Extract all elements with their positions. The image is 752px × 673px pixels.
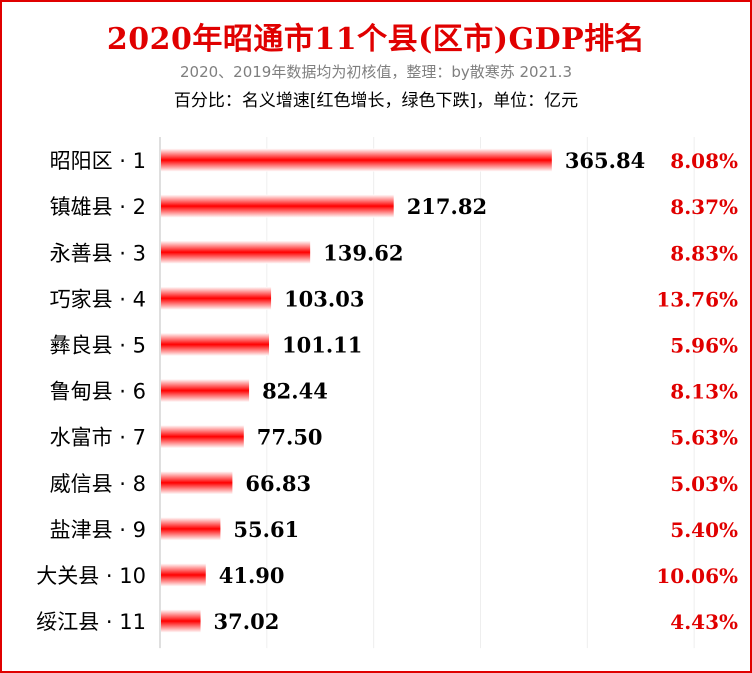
category-label: 鲁甸县 · 6: [50, 380, 146, 404]
category-label: 镇雄县 · 2: [50, 195, 146, 219]
value-label: 217.82: [407, 194, 487, 219]
bars: 昭阳区 · 1 365.84 8.08% 镇雄县 · 2 217.82 8.37% 永善县 …: [36, 148, 738, 634]
chart-subtitle: 2020、2019年数据均为初核值，整理：by散寒苏 2021.3: [179, 63, 572, 81]
category-label: 水富市 · 7: [50, 426, 146, 450]
category-label: 永善县 · 3: [50, 241, 146, 265]
bar: [161, 240, 311, 264]
category-label: 绥江县 · 11: [36, 610, 146, 634]
growth-label: 13.76%: [656, 287, 738, 311]
growth-label: 8.37%: [670, 195, 738, 219]
value-label: 66.83: [245, 471, 311, 496]
bar: [161, 148, 552, 172]
category-label: 彝良县 · 5: [50, 333, 146, 357]
growth-label: 8.08%: [670, 149, 738, 173]
value-label: 82.44: [262, 379, 328, 404]
category-label: 威信县 · 8: [50, 472, 146, 496]
value-label: 77.50: [257, 425, 323, 450]
bar: [161, 332, 270, 356]
growth-label: 8.83%: [670, 241, 738, 265]
category-label: 大关县 · 10: [36, 564, 146, 588]
value-label: 55.61: [233, 517, 299, 542]
growth-label: 5.03%: [670, 472, 738, 496]
bar: [161, 517, 221, 541]
bar: [161, 471, 233, 495]
growth-label: 10.06%: [656, 564, 738, 588]
chart-title: 2020年昭通市11个县(区市)GDP排名: [106, 22, 646, 57]
chart-note: 百分比：名义增速[红色增长，绿色下跌]，单位：亿元: [173, 91, 579, 111]
category-label: 巧家县 · 4: [50, 287, 146, 311]
gridlines: [266, 137, 695, 649]
growth-label: 8.13%: [670, 380, 738, 404]
growth-label: 5.96%: [670, 333, 738, 357]
bar: [161, 563, 206, 587]
value-label: 139.62: [323, 240, 403, 265]
bar: [161, 609, 201, 633]
bar: [161, 379, 250, 403]
value-label: 37.02: [214, 609, 280, 634]
value-label: 101.11: [282, 332, 362, 357]
value-label: 365.84: [565, 148, 645, 173]
category-label: 昭阳区 · 1: [50, 149, 146, 173]
value-label: 103.03: [284, 286, 364, 311]
growth-label: 5.40%: [670, 518, 738, 542]
value-label: 41.90: [219, 563, 285, 588]
bar: [161, 194, 394, 218]
growth-label: 5.63%: [670, 426, 738, 450]
bar: [161, 286, 272, 310]
growth-label: 4.43%: [670, 610, 738, 634]
bar: [161, 425, 244, 449]
category-label: 盐津县 · 9: [50, 518, 146, 542]
